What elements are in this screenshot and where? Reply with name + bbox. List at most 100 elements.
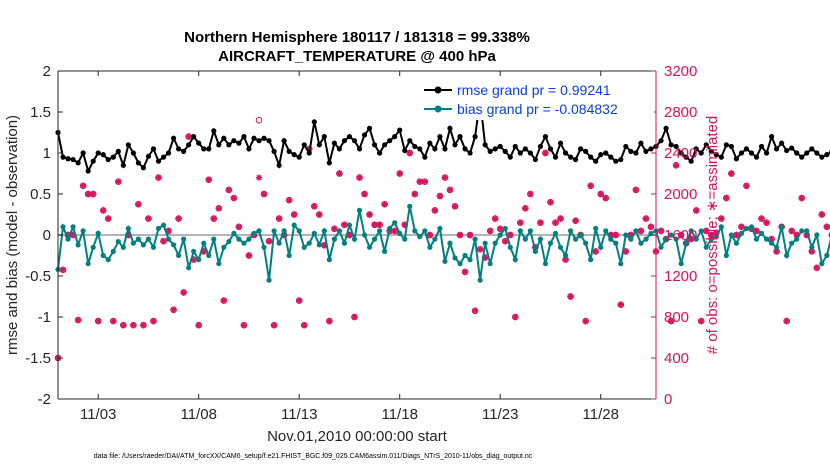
rmse-point: [432, 146, 438, 152]
assimilated-count-marker: [331, 225, 338, 233]
assimilated-count-marker: [753, 227, 760, 235]
bias-point: [502, 225, 508, 232]
rmse-point: [85, 168, 91, 174]
bias-point: [60, 224, 66, 230]
assimilated-count-marker: [125, 231, 132, 239]
rmse-point: [301, 142, 307, 148]
rmse-point: [251, 135, 257, 141]
assimilated-count-marker: [738, 223, 745, 230]
bias-point: [331, 236, 337, 242]
assimilated-count-marker: [376, 221, 383, 228]
bias-point: [598, 244, 604, 250]
y-right-tick-label: 1200: [664, 268, 697, 285]
rmse-point: [517, 150, 523, 156]
assimilated-count-marker: [84, 190, 92, 198]
assimilated-count-marker: [74, 316, 82, 324]
assimilated-count-marker: [311, 203, 318, 210]
bias-point: [145, 236, 152, 242]
bias-point: [155, 225, 162, 232]
assimilated-count-marker: [537, 219, 544, 226]
rmse-point: [326, 160, 332, 166]
rmse-point: [758, 143, 765, 150]
assimilated-count-marker: [69, 231, 77, 239]
bias-point: [804, 228, 810, 234]
assimilated-count-marker: [145, 215, 152, 222]
bias-point: [567, 228, 574, 234]
bias-point: [713, 234, 719, 240]
rmse-point: [226, 142, 232, 148]
bias-point: [487, 261, 493, 267]
assimilated-count-marker: [371, 221, 378, 228]
assimilated-count-marker: [743, 182, 750, 189]
rmse-point: [774, 146, 780, 152]
assimilated-count-marker: [552, 219, 559, 226]
bias-point: [125, 225, 131, 232]
rmse-point: [165, 150, 172, 156]
assimilated-count-marker: [200, 248, 207, 255]
rmse-point: [799, 154, 805, 160]
assimilated-count-marker: [451, 203, 459, 210]
assimilated-count-marker: [275, 215, 283, 222]
rmse-point: [361, 132, 368, 138]
bias-point: [643, 236, 649, 242]
y-left-tick-label: 0: [43, 227, 51, 244]
rmse-point: [462, 146, 468, 152]
rmse-point: [276, 162, 282, 168]
assimilated-count-marker: [491, 215, 499, 222]
bias-point: [256, 228, 262, 234]
rmse-point: [728, 143, 734, 150]
bias-point: [824, 252, 830, 259]
bias-point: [583, 240, 589, 246]
bias-point: [407, 203, 413, 209]
rmse-point: [316, 142, 322, 148]
assimilated-count-marker: [59, 266, 67, 274]
assimilated-count-marker: [547, 199, 554, 206]
legend: rmse grand pr = 0.99241 bias grand pr = …: [420, 78, 654, 120]
rmse-point: [105, 156, 111, 163]
assimilated-count-marker: [713, 229, 720, 237]
assimilated-count-marker: [396, 170, 403, 177]
rmse-point: [447, 125, 453, 131]
rmse-point: [266, 138, 272, 144]
bias-point: [517, 228, 523, 234]
bias-point: [392, 220, 398, 226]
y-right-tick-label: 400: [664, 350, 689, 367]
assimilated-count-marker: [793, 231, 800, 239]
assimilated-count-marker: [461, 268, 469, 276]
rmse-point: [638, 140, 644, 146]
bias-point: [753, 236, 760, 242]
rmse-point: [170, 135, 177, 141]
bias-point: [201, 240, 207, 246]
rmse-point: [95, 150, 101, 156]
assimilated-count-marker: [391, 227, 398, 235]
assimilated-count-marker: [265, 237, 273, 245]
assimilated-count-marker: [687, 235, 695, 243]
assimilated-count-marker: [698, 317, 705, 325]
y-left-tick-label: 1: [43, 145, 51, 162]
rmse-point: [397, 127, 403, 133]
assimilated-count-marker: [416, 178, 424, 185]
rmse-point: [100, 152, 106, 158]
bias-point: [211, 236, 217, 242]
rmse-point: [703, 142, 709, 148]
assimilated-count-marker: [441, 174, 449, 181]
rmse-point: [216, 142, 222, 148]
bias-point: [286, 252, 292, 259]
rmse-point: [306, 150, 312, 156]
assimilated-count-marker: [421, 178, 429, 185]
rmse-point: [110, 154, 116, 160]
rmse-point: [115, 148, 121, 154]
bias-point: [70, 224, 76, 230]
assimilated-count-marker: [436, 192, 444, 200]
assimilated-count-marker: [105, 215, 112, 222]
bias-point: [578, 232, 584, 238]
bias-point: [271, 228, 277, 234]
rmse-point: [608, 154, 614, 160]
bias-point: [371, 236, 378, 242]
assimilated-count-marker: [326, 317, 333, 325]
bias-point: [537, 236, 544, 242]
rmse-point: [693, 146, 699, 152]
rmse-point: [80, 150, 86, 156]
rmse-point: [90, 158, 96, 164]
rmse-point: [658, 138, 664, 144]
